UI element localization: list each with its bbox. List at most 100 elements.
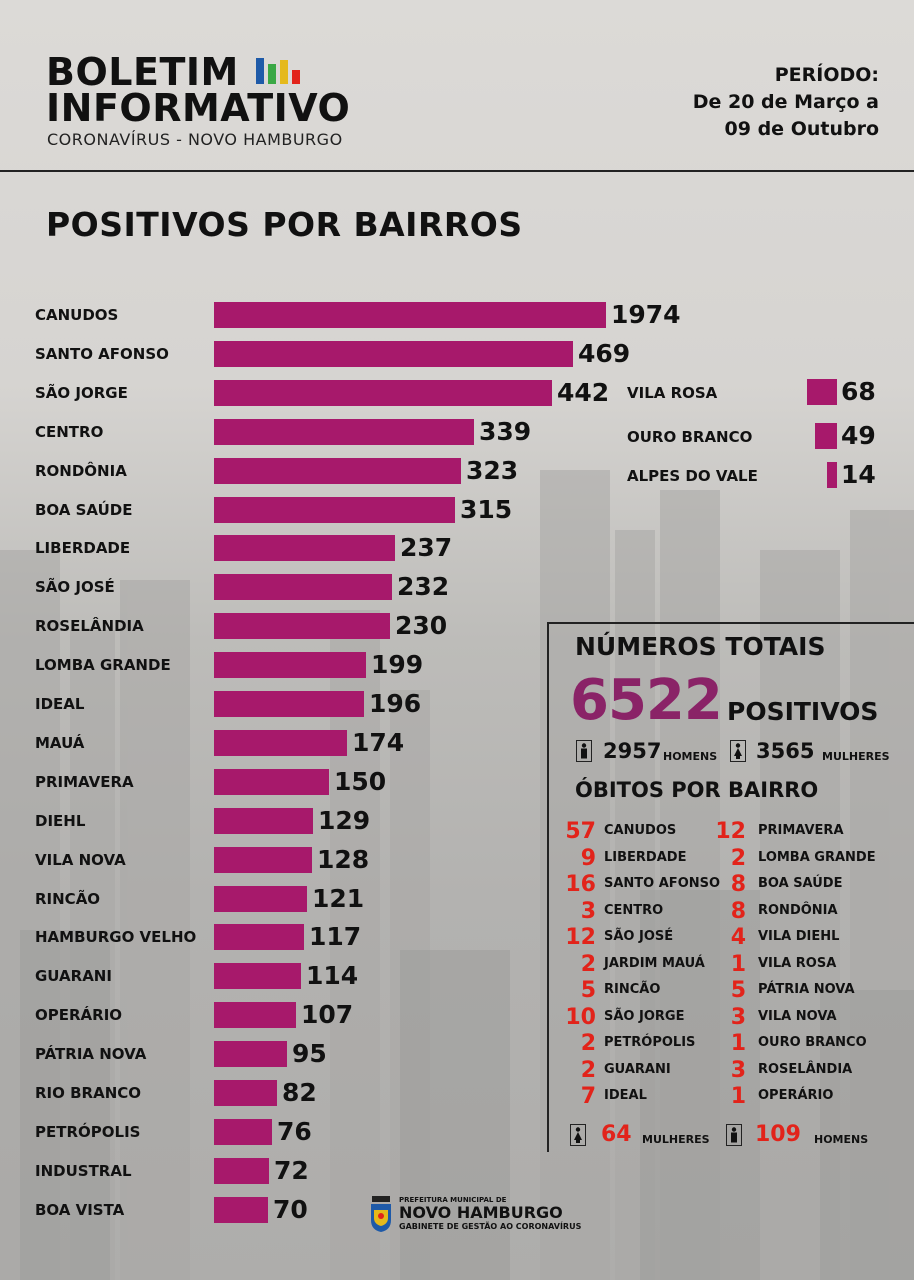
obito-bairro: GUARANI	[604, 1061, 671, 1077]
bar-label: CENTRO	[35, 422, 104, 441]
bar-label: ROSELÂNDIA	[35, 617, 144, 636]
period-line2: 09 de Outubro	[724, 118, 879, 140]
brand-title-line1: BOLETIM	[46, 50, 239, 94]
obito-count: 16	[565, 872, 596, 897]
obito-count: 1	[730, 1084, 746, 1109]
bar	[214, 302, 606, 328]
obito-bairro: RINCÃO	[604, 982, 661, 997]
bar-label: RIO BRANCO	[35, 1084, 142, 1102]
obito-bairro: VILA DIEHL	[758, 929, 840, 944]
obito-count: 12	[565, 925, 596, 950]
side-bar	[827, 462, 837, 488]
obitos-homens-total: 109	[755, 1122, 801, 1147]
bar	[214, 1196, 268, 1223]
bar	[214, 924, 304, 951]
bar-label: IDEAL	[35, 695, 85, 713]
totals-border-left	[547, 622, 549, 1152]
bar	[214, 963, 301, 990]
mulheres-label: MULHERES	[822, 750, 890, 763]
obito-count: 7	[580, 1084, 596, 1109]
obito-bairro: CANUDOS	[604, 823, 677, 838]
bar-value-label: 121	[312, 883, 365, 913]
obito-bairro: OPERÁRIO	[758, 1088, 834, 1103]
mulheres-total: 3565	[756, 739, 815, 763]
bar-value-label: 129	[318, 805, 371, 835]
bar	[214, 885, 307, 912]
side-bar-label: OURO BRANCO	[627, 428, 753, 446]
bar-value-label: 82	[282, 1078, 317, 1107]
bar-label: SÃO JORGE	[35, 383, 128, 402]
period-block: PERÍODO: De 20 de Março a 09 de Outubro	[693, 62, 879, 143]
bar-value-label: 70	[273, 1194, 308, 1224]
bar-value-label: 72	[274, 1155, 309, 1185]
bar	[214, 807, 313, 834]
obito-bairro: PRIMAVERA	[758, 823, 844, 838]
bar-value-label: 117	[309, 922, 362, 952]
side-bar-value-label: 14	[841, 460, 876, 489]
obito-bairro: LOMBA GRANDE	[758, 849, 876, 865]
bar-value-label: 107	[301, 1000, 354, 1030]
bar-label: GUARANI	[35, 967, 112, 986]
bar-label: INDUSTRAL	[35, 1161, 132, 1180]
bar	[214, 1002, 296, 1029]
bar	[214, 1041, 287, 1068]
bar-label: BOA VISTA	[35, 1200, 125, 1219]
bar-value-label: 174	[352, 727, 405, 757]
bar-value-label: 196	[369, 689, 422, 718]
bar-value-label: 95	[292, 1039, 327, 1069]
obito-count: 10	[565, 1004, 596, 1030]
obito-count: 2	[580, 1031, 596, 1056]
obito-bairro: IDEAL	[604, 1088, 647, 1103]
bar	[214, 1157, 269, 1184]
obito-count: 8	[730, 872, 746, 897]
totals-title: NÚMEROS TOTAIS	[575, 632, 826, 661]
bar-label: PETRÓPOLIS	[35, 1122, 141, 1141]
bar	[214, 535, 395, 562]
obito-bairro: OURO BRANCO	[758, 1035, 867, 1050]
obito-count: 3	[580, 898, 596, 924]
obito-count: 3	[730, 1004, 746, 1030]
obito-bairro: PETRÓPOLIS	[604, 1035, 696, 1050]
bar-label: OPERÁRIO	[35, 1006, 123, 1025]
bar	[214, 1080, 277, 1106]
bar-label: RINCÃO	[35, 889, 101, 908]
bar-label: SÃO JOSÉ	[35, 578, 115, 597]
side-bar-value-label: 49	[841, 421, 876, 450]
bar-value-label: 1974	[611, 300, 681, 329]
obito-bairro: CENTRO	[604, 902, 664, 918]
positivos-label: POSITIVOS	[727, 697, 879, 726]
obito-count: 5	[580, 978, 596, 1003]
bar-value-label: 76	[277, 1116, 312, 1146]
bar-value-label: 469	[578, 338, 631, 368]
bar-label: PÁTRIA NOVA	[35, 1045, 147, 1064]
period-label: PERÍODO:	[774, 64, 879, 86]
male-icon	[576, 740, 592, 762]
bar	[214, 768, 329, 795]
obito-count: 5	[730, 978, 746, 1003]
obitos-homens-label: HOMENS	[814, 1133, 869, 1146]
obito-bairro: LIBERDADE	[604, 849, 687, 865]
bar-label: VILA NOVA	[35, 850, 126, 869]
bar-value-label: 339	[479, 416, 532, 446]
bar	[214, 613, 390, 640]
bar	[214, 691, 364, 717]
bar-label: PRIMAVERA	[35, 772, 134, 791]
bar-label: LOMBA GRANDE	[35, 656, 171, 675]
bar	[214, 729, 347, 756]
brand-title-line2: INFORMATIVO	[46, 86, 351, 130]
obito-bairro: JARDIM MAUÁ	[604, 955, 705, 971]
obito-count: 2	[580, 1057, 596, 1083]
female-icon	[570, 1124, 586, 1146]
bar-value-label: 128	[317, 844, 370, 874]
bar-label: LIBERDADE	[35, 539, 131, 558]
obito-count: 57	[565, 819, 596, 844]
obitos-mulheres-label: MULHERES	[642, 1133, 710, 1146]
obito-count: 1	[730, 951, 746, 977]
obitos-title: ÓBITOS POR BAIRRO	[575, 778, 819, 802]
bar-value-label: 199	[371, 650, 424, 680]
obito-count: 12	[715, 819, 746, 844]
homens-total: 2957	[603, 739, 662, 763]
obito-count: 3	[730, 1057, 746, 1083]
brand-subtitle: CORONAVÍRUS - NOVO HAMBURGO	[47, 130, 343, 149]
female-icon	[730, 740, 746, 762]
